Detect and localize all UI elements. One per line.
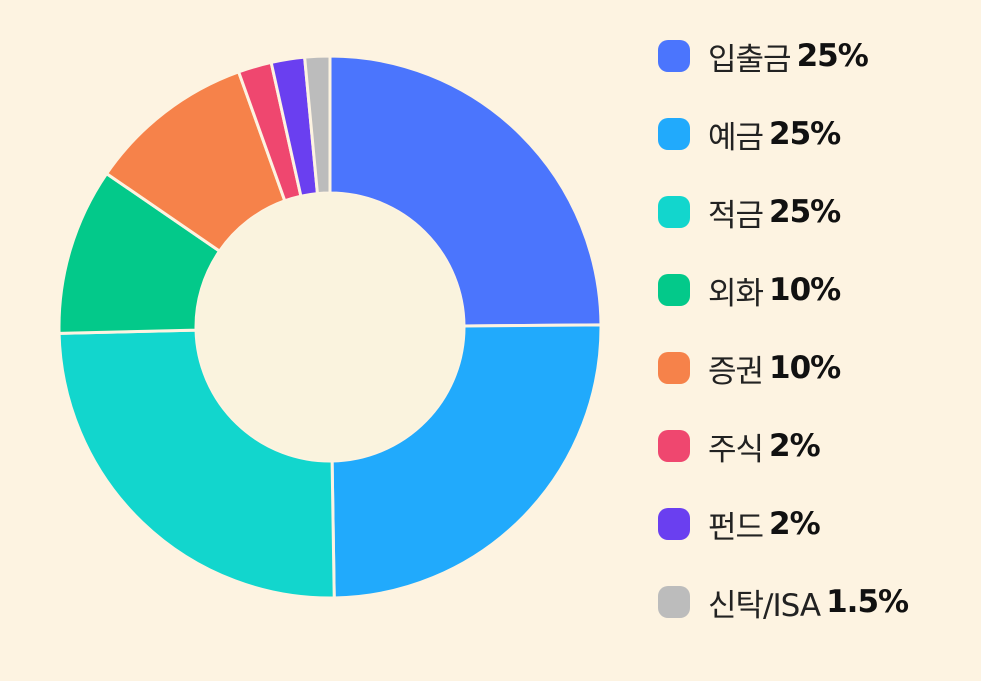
legend-swatch (658, 352, 690, 384)
legend-value: 1.5% (826, 584, 909, 620)
legend-item: 펀드 2% (658, 504, 908, 546)
legend-swatch (658, 118, 690, 150)
legend-item: 증권 10% (658, 348, 908, 390)
legend-swatch (658, 430, 690, 462)
legend-label: 펀드 (708, 509, 764, 546)
legend-item: 예금 25% (658, 114, 908, 156)
legend-item: 외화 10% (658, 270, 908, 312)
legend-label: 입출금 (708, 41, 792, 78)
legend-swatch (658, 40, 690, 72)
legend-value: 2% (769, 428, 821, 464)
legend-swatch (658, 274, 690, 306)
legend-item: 입출금 25% (658, 36, 908, 78)
legend-value: 25% (769, 116, 841, 152)
legend-swatch (658, 196, 690, 228)
legend-value: 10% (769, 272, 841, 308)
legend-label: 신탁/ISA (708, 587, 821, 624)
donut-svg (57, 54, 603, 600)
legend-label: 주식 (708, 431, 764, 468)
legend-item: 주식 2% (658, 426, 908, 468)
legend-label: 예금 (708, 119, 764, 156)
legend: 입출금 25% 예금 25% 적금 25% 외화 10% 증권 10% 주식 2% 펀드 2% 신탁/ISA… (658, 36, 909, 660)
legend-swatch (658, 586, 690, 618)
legend-value: 2% (769, 506, 821, 542)
legend-swatch (658, 508, 690, 540)
legend-value: 25% (769, 194, 841, 230)
legend-label: 증권 (708, 353, 764, 390)
legend-label: 적금 (708, 197, 764, 234)
legend-item: 적금 25% (658, 192, 908, 234)
legend-label: 외화 (708, 275, 764, 312)
legend-item: 신탁/ISA 1.5% (658, 582, 909, 624)
legend-value: 10% (769, 350, 841, 386)
legend-value: 25% (796, 38, 869, 74)
donut-center (196, 193, 464, 461)
